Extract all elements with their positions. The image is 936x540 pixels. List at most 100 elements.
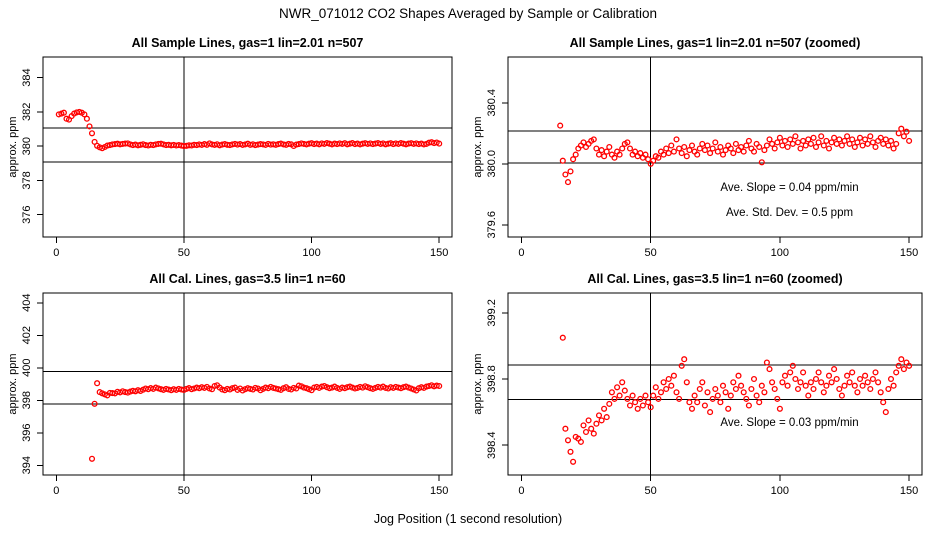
- data-point: [626, 402, 634, 409]
- data-point: [285, 140, 292, 147]
- data-point: [559, 157, 566, 164]
- data-point: [632, 148, 639, 155]
- data-point: [719, 151, 727, 158]
- data-point: [851, 143, 858, 151]
- data-point: [629, 392, 636, 399]
- data-point: [593, 145, 600, 152]
- data-point: [619, 379, 626, 386]
- data-point: [727, 145, 734, 152]
- data-point: [732, 140, 739, 147]
- data-point: [732, 385, 739, 393]
- data-point: [880, 140, 887, 147]
- data-point: [771, 145, 778, 152]
- data-point: [802, 142, 809, 149]
- data-point: [838, 142, 845, 149]
- data-point: [670, 372, 677, 379]
- data-point: [590, 136, 597, 143]
- data-point: [784, 382, 791, 389]
- data-point: [823, 137, 830, 144]
- data-point: [789, 140, 796, 147]
- data-point: [769, 379, 776, 386]
- data-point: [660, 151, 667, 158]
- data-point: [152, 384, 159, 391]
- data-point: [769, 140, 776, 147]
- data-point: [645, 156, 652, 163]
- data-point: [593, 420, 600, 427]
- panel-title: All Sample Lines, gas=1 lin=2.01 n=507: [132, 36, 364, 50]
- data-point: [626, 145, 634, 152]
- data-point: [601, 153, 608, 160]
- y-tick-label: 399.2: [486, 299, 498, 327]
- data-point: [763, 359, 770, 366]
- data-point: [903, 128, 910, 135]
- data-point: [709, 145, 716, 152]
- data-point: [608, 389, 615, 396]
- data-point: [838, 392, 845, 399]
- y-tick-label: 396: [21, 424, 33, 442]
- plot-box: [507, 56, 923, 238]
- data-point: [647, 404, 654, 411]
- data-point: [880, 399, 887, 406]
- data-point: [900, 133, 907, 140]
- data-point: [859, 382, 866, 389]
- y-axis-label: approx. ppm: [472, 353, 484, 414]
- data-point: [614, 384, 621, 391]
- data-point: [704, 389, 711, 396]
- data-point: [670, 148, 677, 155]
- data-point: [588, 425, 595, 432]
- data-point: [750, 148, 758, 155]
- data-point: [887, 137, 895, 144]
- data-point: [351, 385, 359, 392]
- data-point: [890, 145, 897, 152]
- data-point: [846, 379, 853, 386]
- data-point: [624, 139, 631, 146]
- y-axis-label: approx. ppm: [7, 353, 19, 414]
- data-point: [683, 379, 690, 386]
- data-point: [885, 142, 892, 149]
- data-point: [810, 385, 817, 393]
- data-point: [854, 389, 861, 396]
- data-point: [841, 137, 848, 144]
- data-point: [887, 375, 895, 383]
- data-point: [906, 362, 913, 369]
- data-point: [699, 379, 706, 386]
- data-point: [818, 379, 825, 386]
- data-point: [676, 145, 683, 152]
- data-point: [681, 143, 688, 151]
- x-tick-label: 50: [645, 485, 657, 497]
- y-tick-label: 402: [21, 326, 33, 344]
- data-point: [722, 147, 729, 154]
- data-point: [875, 379, 882, 386]
- annotation-text: Ave. Std. Dev. = 0.5 ppm: [726, 207, 853, 219]
- data-point: [771, 385, 778, 393]
- data-point: [688, 142, 696, 149]
- x-tick-label: 0: [53, 485, 59, 497]
- data-point: [714, 148, 721, 155]
- data-point: [709, 395, 716, 402]
- panel-sample-full: All Sample Lines, gas=1 lin=2.01 n=507 ap…: [7, 36, 453, 259]
- data-point: [828, 379, 835, 386]
- data-point: [567, 168, 574, 175]
- data-point: [642, 151, 649, 158]
- data-point: [789, 362, 796, 369]
- data-point: [823, 382, 830, 389]
- data-point: [598, 147, 605, 154]
- y-tick-label: 398.8: [486, 365, 498, 393]
- data-point: [611, 395, 618, 402]
- data-point: [774, 395, 781, 402]
- x-axis-label: Jog Position (1 second resolution): [374, 512, 562, 526]
- data-point: [717, 399, 724, 406]
- data-point: [784, 143, 791, 151]
- data-point: [567, 448, 574, 455]
- data-point: [831, 366, 838, 373]
- panel-title: All Sample Lines, gas=1 lin=2.01 n=507 (…: [570, 36, 861, 50]
- data-point: [753, 392, 760, 399]
- data-point: [756, 143, 763, 151]
- data-point: [639, 402, 646, 409]
- data-point: [833, 375, 840, 383]
- data-point: [761, 147, 768, 154]
- plot-box: [507, 292, 923, 476]
- panel-cal-zoomed: All Cal. Lines, gas=3.5 lin=1 n=60 (zoom…: [472, 272, 923, 497]
- data-point: [779, 379, 786, 386]
